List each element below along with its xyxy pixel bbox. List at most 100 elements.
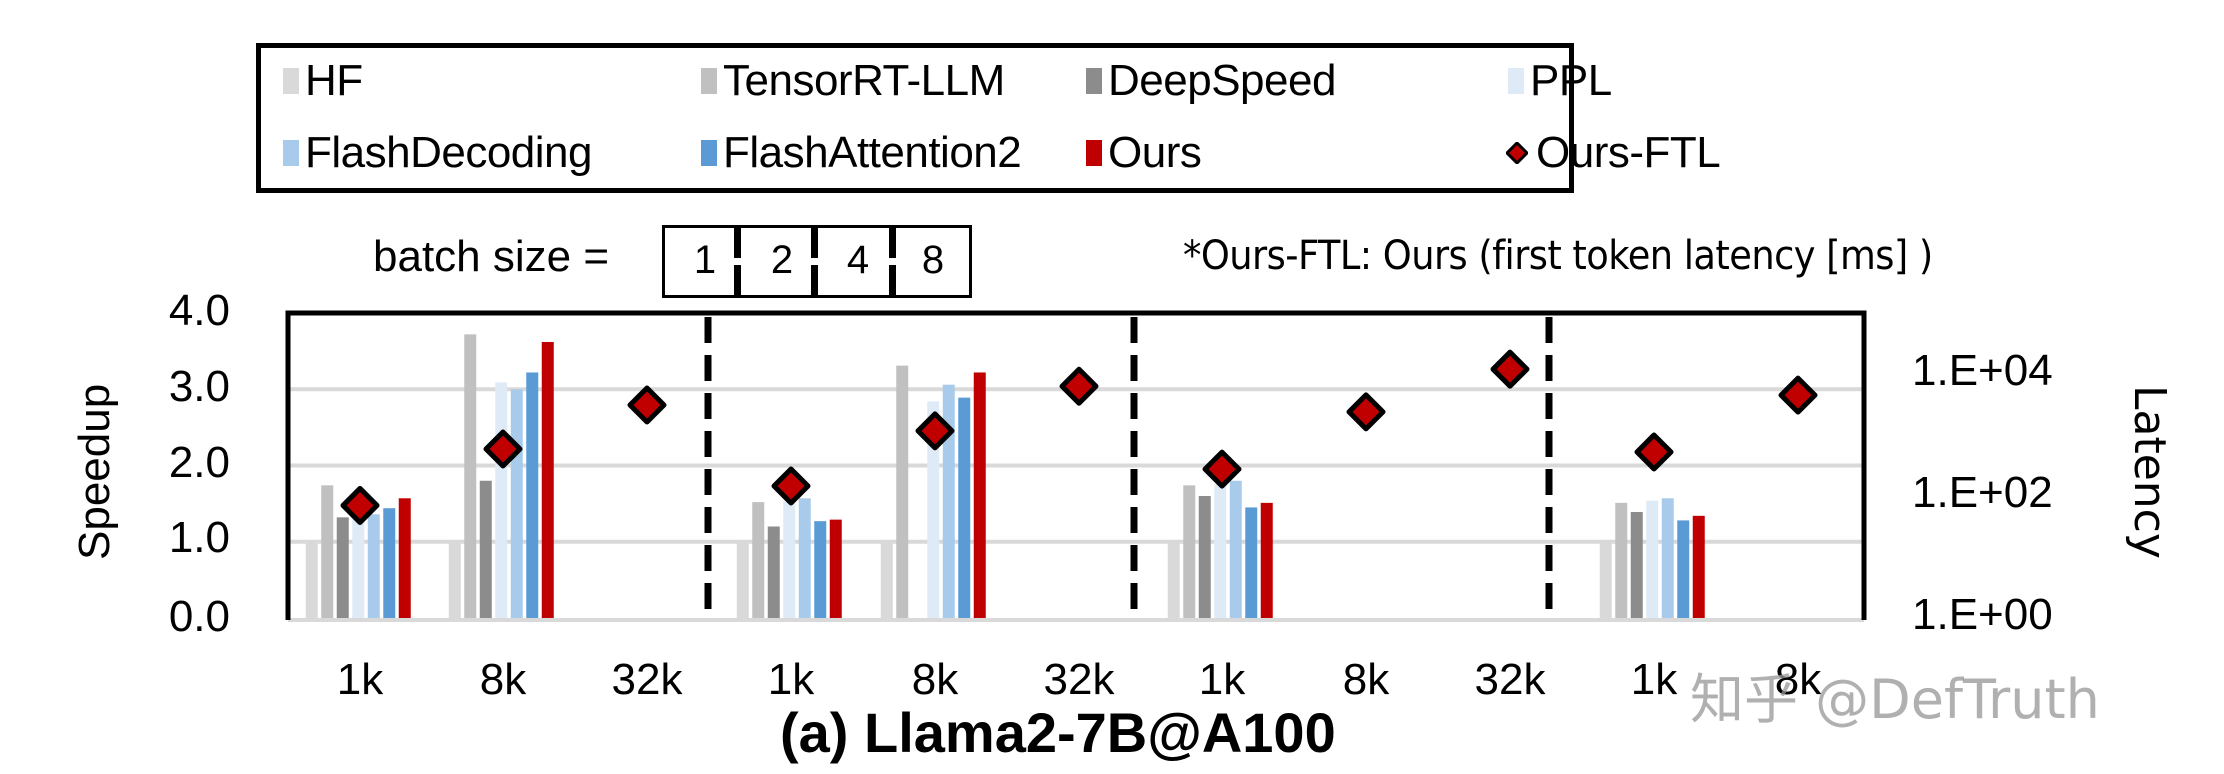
ftl-diamond-icon <box>340 485 380 525</box>
ftl-diamond-icon <box>1634 432 1674 472</box>
bar-deepspeed <box>479 480 492 618</box>
x-tick: 1k <box>1198 655 1246 704</box>
y-tick-4: 4.0 <box>168 286 230 335</box>
y2-tick-4: 1.E+04 <box>1912 346 2053 395</box>
y2-tick-0: 1.E+00 <box>1912 590 2053 639</box>
bar-hf <box>305 541 318 618</box>
bar-tensorrt-llm <box>321 485 334 618</box>
batch-size-1: 1 <box>693 238 717 282</box>
batch-size-4: 4 <box>846 238 870 282</box>
bar-ours <box>541 341 554 618</box>
legend-swatch-tensorrt-llm <box>701 68 717 94</box>
x-tick: 1k <box>1630 655 1678 704</box>
legend-label: DeepSpeed <box>1108 56 1336 105</box>
ftl-diamond-icon <box>627 385 667 425</box>
plot-frame <box>285 310 1867 620</box>
bar-ours <box>398 498 411 618</box>
ftl-diamond-icon <box>771 466 811 506</box>
bar-ppl <box>1214 484 1227 618</box>
bar-hf <box>880 541 893 618</box>
watermark: 知乎 @DefTruth <box>1690 668 2100 731</box>
chart-legend: HF TensorRT-LLM DeepSpeed PPL FlashDecod… <box>256 43 1721 193</box>
ftl-diamond-icon <box>915 411 955 451</box>
bar-flashdecoding <box>510 389 523 618</box>
legend-swatch-ppl <box>1508 68 1524 94</box>
x-tick: 1k <box>336 655 384 704</box>
x-tick: 8k <box>911 655 959 704</box>
legend-item-tensorrt-llm: TensorRT-LLM <box>701 56 1005 106</box>
x-tick: 1k <box>767 655 815 704</box>
bar-deepspeed <box>767 526 780 618</box>
legend-label: FlashAttention2 <box>723 128 1022 177</box>
x-tick: 32k <box>611 655 683 704</box>
x-tick: 8k <box>1342 655 1390 704</box>
legend-swatch-ours <box>1086 140 1102 166</box>
bar-deepspeed <box>1630 512 1643 618</box>
bar-ours <box>829 519 842 618</box>
y-tick-0: 0.0 <box>168 592 230 641</box>
ftl-diamond-icon <box>1202 449 1242 489</box>
bar-ours <box>1260 502 1273 618</box>
bar-deepspeed <box>336 517 349 618</box>
y2-tick-2: 1.E+02 <box>1912 468 2053 517</box>
legend-swatch-deepspeed <box>1086 68 1102 94</box>
legend-item-hf: HF <box>283 56 363 106</box>
ftl-footnote: *Ours-FTL: Ours (first token latency [ms… <box>1183 233 1933 279</box>
ftl-diamond-icon <box>1778 375 1818 415</box>
bar-flashattention2 <box>814 521 827 618</box>
legend-swatch-flashattention2 <box>701 140 717 166</box>
legend-label: FlashDecoding <box>305 128 593 177</box>
y-tick-3: 3.0 <box>168 362 230 411</box>
legend-label: Ours <box>1108 128 1202 177</box>
ftl-diamond-icon <box>483 429 523 469</box>
bar-ppl <box>783 501 796 618</box>
bar-flashdecoding <box>367 514 380 618</box>
bar-flashdecoding <box>798 498 811 618</box>
batch-separator <box>734 228 741 295</box>
bar-flashdecoding <box>942 384 955 618</box>
x-tick: 8k <box>479 655 527 704</box>
y-tick-2: 2.0 <box>168 438 230 487</box>
bar-flashattention2 <box>1677 520 1690 618</box>
legend-label: TensorRT-LLM <box>723 56 1005 105</box>
bar-tensorrt-llm <box>896 365 909 618</box>
chart-title: (a) Llama2-7B@A100 <box>780 701 1336 764</box>
bar-flashdecoding <box>1229 480 1242 618</box>
bar-tensorrt-llm <box>1615 502 1628 618</box>
bar-tensorrt-llm <box>464 334 477 618</box>
bar-tensorrt-llm <box>752 502 765 618</box>
legend-label: HF <box>305 56 363 105</box>
legend-item-deepspeed: DeepSpeed <box>1086 56 1336 106</box>
bar-hf <box>448 541 461 618</box>
batch-size-8: 8 <box>921 238 945 282</box>
legend-label: Ours-FTL <box>1536 128 1721 177</box>
bar-ppl <box>495 382 508 618</box>
batch-separator <box>811 228 818 295</box>
x-tick: 32k <box>1043 655 1115 704</box>
legend-item-ours-ftl: Ours-FTL <box>1506 128 1721 178</box>
ftl-diamond-icon <box>1346 392 1386 432</box>
legend-item-ppl: PPL <box>1508 56 1612 106</box>
bar-flashattention2 <box>1245 507 1258 618</box>
x-tick: 32k <box>1474 655 1546 704</box>
batch-size-box: 1 2 4 8 <box>662 225 972 298</box>
bar-ppl <box>1646 500 1659 618</box>
ftl-diamond-icon <box>1490 349 1530 389</box>
legend-item-flashdecoding: FlashDecoding <box>283 128 593 178</box>
batch-size-label: batch size = <box>373 232 610 281</box>
legend-item-flashattention2: FlashAttention2 <box>701 128 1022 178</box>
bar-ours <box>973 372 986 618</box>
bar-flashattention2 <box>958 397 971 618</box>
batch-separator <box>889 228 896 295</box>
bar-ours <box>1692 515 1705 618</box>
legend-swatch-flashdecoding <box>283 140 299 166</box>
legend-swatch-hf <box>283 68 299 94</box>
bar-ppl <box>927 401 940 618</box>
legend-item-ours: Ours <box>1086 128 1202 178</box>
ftl-diamond-icon <box>1059 366 1099 406</box>
bar-flashattention2 <box>383 508 396 618</box>
bar-flashdecoding <box>1661 498 1674 618</box>
bar-hf <box>736 541 749 618</box>
legend-label: PPL <box>1530 56 1612 105</box>
